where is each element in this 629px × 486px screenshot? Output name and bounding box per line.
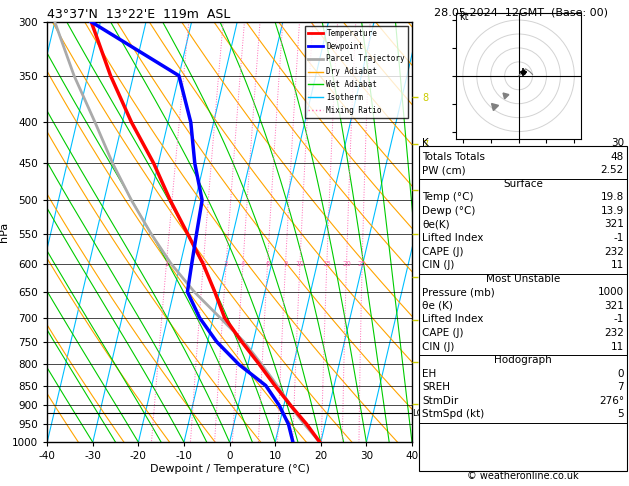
Text: -1: -1 <box>614 233 624 243</box>
Text: 232: 232 <box>604 328 624 338</box>
Text: Totals Totals: Totals Totals <box>422 152 485 162</box>
Text: 10: 10 <box>296 261 304 267</box>
Text: 3: 3 <box>224 261 228 267</box>
Text: 28.05.2024  12GMT  (Base: 00): 28.05.2024 12GMT (Base: 00) <box>434 7 608 17</box>
Text: 1000: 1000 <box>598 287 624 297</box>
Text: 321: 321 <box>604 301 624 311</box>
Text: 6: 6 <box>265 261 270 267</box>
Text: Pressure (mb): Pressure (mb) <box>422 287 495 297</box>
Text: CAPE (J): CAPE (J) <box>422 246 464 257</box>
Text: 321: 321 <box>604 220 624 229</box>
Text: Lifted Index: Lifted Index <box>422 233 484 243</box>
Text: SREH: SREH <box>422 382 450 392</box>
Text: EH: EH <box>422 369 437 379</box>
Text: 8: 8 <box>283 261 288 267</box>
Legend: Temperature, Dewpoint, Parcel Trajectory, Dry Adiabat, Wet Adiabat, Isotherm, Mi: Temperature, Dewpoint, Parcel Trajectory… <box>305 26 408 118</box>
Text: 1: 1 <box>164 261 169 267</box>
Text: 15: 15 <box>322 261 331 267</box>
Text: LCL: LCL <box>413 409 428 417</box>
Text: Mixing Ratio (g/kg): Mixing Ratio (g/kg) <box>433 189 442 275</box>
Text: 7: 7 <box>617 382 624 392</box>
Text: -1: -1 <box>614 314 624 325</box>
Y-axis label: km
ASL: km ASL <box>430 223 452 241</box>
X-axis label: Dewpoint / Temperature (°C): Dewpoint / Temperature (°C) <box>150 464 309 474</box>
Text: 232: 232 <box>604 246 624 257</box>
Text: Temp (°C): Temp (°C) <box>422 192 474 202</box>
Text: 43°37'N  13°22'E  119m  ASL: 43°37'N 13°22'E 119m ASL <box>47 8 231 21</box>
Text: PW (cm): PW (cm) <box>422 165 465 175</box>
Text: 25: 25 <box>358 261 367 267</box>
Text: CAPE (J): CAPE (J) <box>422 328 464 338</box>
Text: 19.8: 19.8 <box>601 192 624 202</box>
Text: Surface: Surface <box>503 179 543 189</box>
Text: © weatheronline.co.uk: © weatheronline.co.uk <box>467 471 579 481</box>
Text: CIN (J): CIN (J) <box>422 342 454 351</box>
Text: 48: 48 <box>611 152 624 162</box>
Text: 11: 11 <box>611 260 624 270</box>
Text: 2.52: 2.52 <box>601 165 624 175</box>
Text: CIN (J): CIN (J) <box>422 260 454 270</box>
Text: StmSpd (kt): StmSpd (kt) <box>422 409 484 419</box>
Text: Hodograph: Hodograph <box>494 355 552 365</box>
Text: 20: 20 <box>342 261 351 267</box>
Text: Lifted Index: Lifted Index <box>422 314 484 325</box>
Text: 30: 30 <box>611 138 624 148</box>
Text: StmDir: StmDir <box>422 396 459 406</box>
Text: 4: 4 <box>241 261 245 267</box>
Text: 13.9: 13.9 <box>601 206 624 216</box>
Text: 5: 5 <box>617 409 624 419</box>
Text: kt: kt <box>459 12 468 22</box>
Text: 0: 0 <box>618 369 624 379</box>
Text: 11: 11 <box>611 342 624 351</box>
Text: Dewp (°C): Dewp (°C) <box>422 206 476 216</box>
Text: 276°: 276° <box>599 396 624 406</box>
Y-axis label: hPa: hPa <box>0 222 9 242</box>
Text: θe(K): θe(K) <box>422 220 450 229</box>
Text: Most Unstable: Most Unstable <box>486 274 560 284</box>
Text: 2: 2 <box>201 261 206 267</box>
Text: θe (K): θe (K) <box>422 301 453 311</box>
Text: K: K <box>422 138 429 148</box>
